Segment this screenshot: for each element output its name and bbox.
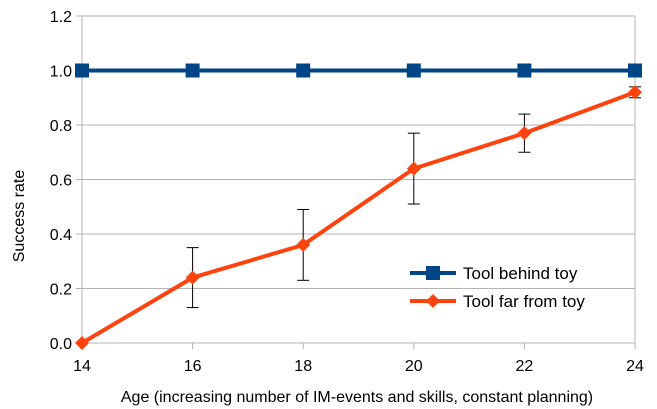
x-tick-labels: 14 16 18 20 22 24 [73,358,644,375]
data-point-square [185,63,200,78]
data-point-square [628,63,642,78]
y-axis-label: Success rate [11,170,28,263]
series-group [75,63,642,350]
y-tick-label: 0.6 [50,173,72,190]
data-point-square [75,63,89,78]
data-point-diamond [296,237,311,252]
x-tick-label: 14 [73,358,91,375]
x-tick-label: 22 [516,358,534,375]
x-tick-label: 20 [405,358,423,375]
x-tick-label: 18 [294,358,312,375]
legend-marker-tool-behind-toy [426,266,440,280]
legend-label-tool-far-from-toy: Tool far from toy [463,292,585,311]
y-tick-labels: 0.0 0.2 0.4 0.6 0.8 1.0 1.2 [50,9,72,353]
data-point-square [296,63,311,78]
x-tick-label: 24 [626,358,644,375]
data-point-square [406,63,421,78]
y-tick-label: 0.4 [50,227,72,244]
y-tick-label: 1.2 [50,9,72,26]
x-tick-label: 16 [184,358,202,375]
legend: Tool behind toy Tool far from toy [410,264,585,311]
y-tick-label: 0.2 [50,282,72,299]
y-tick-label: 0.8 [50,118,72,135]
y-tick-label: 0.0 [50,336,72,353]
x-axis-label: Age (increasing number of IM-events and … [121,389,593,406]
legend-label-tool-behind-toy: Tool behind toy [463,264,578,283]
data-point-diamond [406,161,421,176]
data-point-square [517,63,532,78]
series-line [80,90,636,345]
y-tick-label: 1.0 [50,64,72,81]
data-point-diamond [517,126,532,141]
data-point-diamond [628,85,642,100]
data-point-diamond [185,270,200,285]
legend-marker-tool-far-from-toy [426,294,440,308]
data-point-diamond [75,336,89,350]
